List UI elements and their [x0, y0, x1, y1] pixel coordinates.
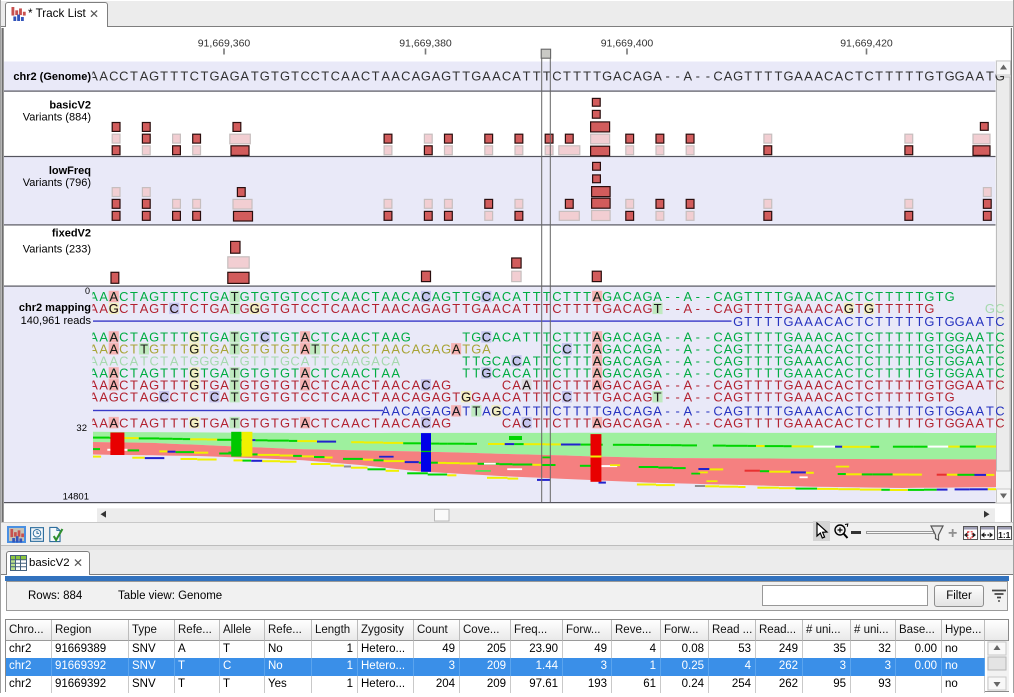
svg-text:TTGCACATTCTTTAGACAGA--A--CAGTT: TTGCACATTCTTTAGACAGA--A--CAGTTTTGAAACACT…: [462, 354, 1004, 369]
svg-text:GTTTTGAAACACTCTTTTTGTGGAATC: GTTTTGAAACACTCTTTTTGTGGAATC: [733, 314, 1004, 329]
svg-text:Variants (233): Variants (233): [23, 244, 91, 256]
svg-text:AAACATCTATGGGATGTTTGCATTCAAGAC: AAACATCTATGGGATGTTTGCATTCAAGACA: [89, 354, 400, 369]
svg-text:AAGCTAGCCTCTCATGTGTGTCCTCAACTA: AAGCTAGCCTCTCATGTGTGTCCTCAACTAACAGAGTGGA…: [89, 389, 954, 404]
svg-text:GC: GC: [985, 301, 1005, 316]
svg-text:ATG: ATG: [452, 404, 502, 419]
svg-text:Variants (884): Variants (884): [23, 112, 91, 124]
svg-text:chr2 mapping: chr2 mapping: [19, 302, 91, 314]
svg-text:TCCTTAGACAGA--A--CAGTTTTGAAACA: TCCTTAGACAGA--A--CAGTTTTGAAACACTCTTTTTGT…: [543, 342, 1005, 357]
svg-text:140,961 reads: 140,961 reads: [21, 315, 92, 327]
svg-text:lowFreq: lowFreq: [49, 165, 91, 177]
svg-text:AAACTTGTTTGTGATGTGTGTATTCAACTA: AAACTTGTTTGTGATGTGTGTATTCAACTAACAGAGATGA: [89, 342, 491, 357]
svg-text:AAACTAGTTTGTGATGTGTGTACTCAACTA: AAACTAGTTTGTGATGTGTGTACTCAACTAACACAG: [89, 415, 451, 430]
svg-text:chr2 (Genome): chr2 (Genome): [13, 71, 91, 83]
svg-text:AAACTAGTTTGTGATGTGTGTACTCAACTA: AAACTAGTTTGTGATGTGTGTACTCAACTAA: [89, 366, 400, 381]
svg-text:Variants (796): Variants (796): [23, 177, 91, 189]
svg-text:AACCTAGTTTCTGAGATGTGTCCTCAACTA: AACCTAGTTTCTGAGATGTGTCCTCAACTAACAGAGTTGA…: [89, 69, 1005, 84]
svg-text:basicV2: basicV2: [49, 100, 91, 112]
svg-text:fixedV2: fixedV2: [52, 228, 91, 240]
svg-text:TGCACATTTCTTTAGACAGA--A--CAGTT: TGCACATTTCTTTAGACAGA--A--CAGTTTTGAAACACT…: [462, 330, 1004, 345]
svg-text:AAACTAGTTTGTGATGTGTGTACTCAACTA: AAACTAGTTTGTGATGTGTGTACTCAACTAACACAG: [89, 378, 451, 393]
svg-text:91,669,420: 91,669,420: [840, 38, 893, 50]
svg-text:AAACTAGTTTGTGATGTCTGTACTCAACTA: AAACTAGTTTGTGATGTCTGTACTCAACTAAG: [89, 330, 411, 345]
svg-text:AAACTAGTTTCTGATGTGTGTCCTCAACTA: AAACTAGTTTCTGATGTGTGTCCTCAACTAACACAGTTGC…: [89, 289, 954, 304]
svg-text:TTGCACATTCTTTAGACAGA--A--CAGTT: TTGCACATTCTTTAGACAGA--A--CAGTTTTGAAACACT…: [462, 366, 1004, 381]
svg-text:AAGCTAGTCTCTGATGGGTGTCCTCAACTA: AAGCTAGTCTCTGATGGGTGTCCTCAACTAACAGAGTTGA…: [89, 301, 934, 316]
svg-text:91,669,400: 91,669,400: [601, 38, 654, 50]
svg-text:91,669,380: 91,669,380: [399, 38, 452, 50]
svg-text:14801: 14801: [63, 492, 89, 503]
svg-text:32: 32: [76, 423, 87, 434]
svg-text:91,669,360: 91,669,360: [198, 38, 251, 50]
svg-text:0: 0: [85, 286, 90, 296]
